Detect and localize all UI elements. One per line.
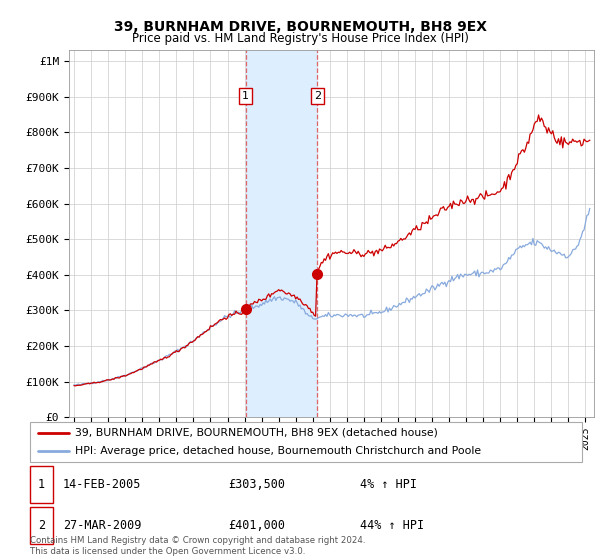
Text: £303,500: £303,500 [228,478,285,491]
Text: Price paid vs. HM Land Registry's House Price Index (HPI): Price paid vs. HM Land Registry's House … [131,32,469,45]
Text: 27-MAR-2009: 27-MAR-2009 [63,519,142,532]
Text: 1: 1 [242,91,249,101]
Text: 2: 2 [314,91,321,101]
Text: 14-FEB-2005: 14-FEB-2005 [63,478,142,491]
Text: Contains HM Land Registry data © Crown copyright and database right 2024.
This d: Contains HM Land Registry data © Crown c… [30,536,365,556]
Text: 39, BURNHAM DRIVE, BOURNEMOUTH, BH8 9EX (detached house): 39, BURNHAM DRIVE, BOURNEMOUTH, BH8 9EX … [75,428,438,437]
Text: HPI: Average price, detached house, Bournemouth Christchurch and Poole: HPI: Average price, detached house, Bour… [75,446,481,456]
Text: 39, BURNHAM DRIVE, BOURNEMOUTH, BH8 9EX: 39, BURNHAM DRIVE, BOURNEMOUTH, BH8 9EX [113,20,487,34]
Bar [247,50,317,417]
Text: 44% ↑ HPI: 44% ↑ HPI [360,519,424,532]
Text: 1: 1 [38,478,45,491]
Text: 2: 2 [38,519,45,532]
Text: 4% ↑ HPI: 4% ↑ HPI [360,478,417,491]
Text: £401,000: £401,000 [228,519,285,532]
